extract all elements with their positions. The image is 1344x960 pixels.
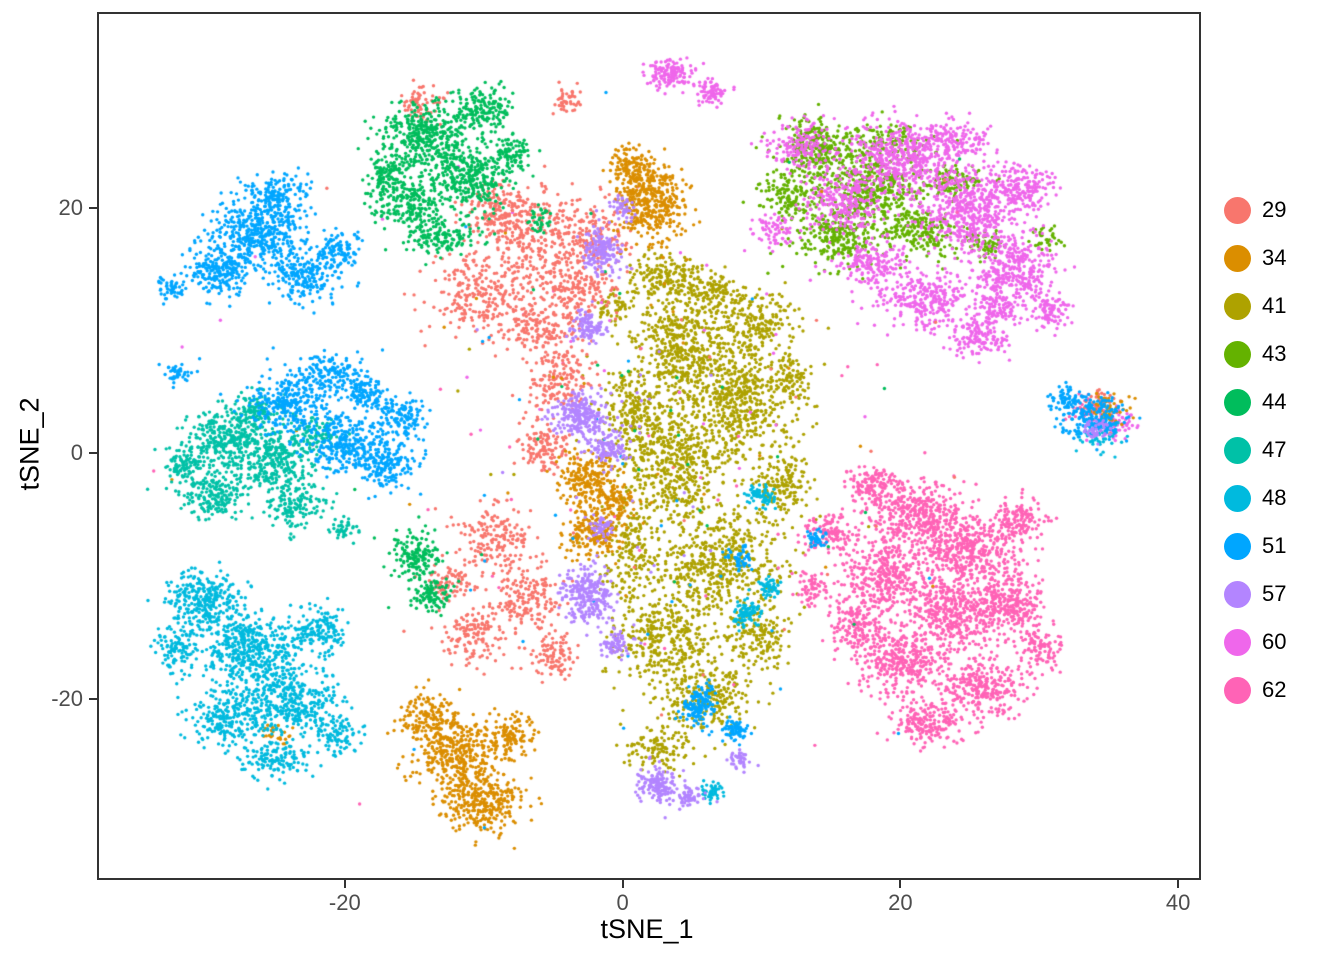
legend-item-41: 41 bbox=[1224, 292, 1286, 320]
legend-item-60: 60 bbox=[1224, 628, 1286, 656]
legend-item-34: 34 bbox=[1224, 244, 1286, 272]
y-tick-label: 20 bbox=[58, 194, 83, 220]
x-axis-title: tSNE_1 bbox=[600, 914, 694, 944]
legend-label: 41 bbox=[1262, 293, 1287, 318]
x-axis-tick bbox=[899, 880, 902, 888]
legend-label: 57 bbox=[1262, 581, 1287, 606]
legend-label: 44 bbox=[1262, 389, 1287, 414]
legend-label: 62 bbox=[1262, 677, 1287, 702]
x-axis-tick bbox=[343, 880, 346, 888]
y-tick-label: 0 bbox=[70, 440, 83, 466]
legend-label: 29 bbox=[1262, 197, 1287, 222]
y-axis-tick bbox=[89, 697, 97, 700]
x-axis-tick bbox=[1177, 880, 1180, 888]
legend-label: 48 bbox=[1262, 485, 1287, 510]
legend-swatch-icon bbox=[1224, 292, 1251, 320]
x-tick-label: 40 bbox=[1165, 890, 1191, 915]
legend-label: 60 bbox=[1262, 629, 1287, 654]
x-tick-label: 20 bbox=[888, 890, 913, 915]
legend-item-29: 29 bbox=[1224, 196, 1286, 224]
legend-item-47: 47 bbox=[1224, 436, 1286, 464]
legend-item-44: 44 bbox=[1224, 388, 1286, 416]
y-tick-label: -20 bbox=[51, 685, 83, 711]
legend-swatch-icon bbox=[1224, 436, 1251, 464]
scatter-canvas bbox=[99, 14, 1199, 878]
legend: 29 34 41 43 44 47 48 51 57 60 62 bbox=[1224, 196, 1286, 704]
legend-swatch-icon bbox=[1224, 244, 1251, 272]
x-axis-tick bbox=[621, 880, 624, 888]
legend-label: 43 bbox=[1262, 341, 1287, 366]
legend-swatch-icon bbox=[1224, 532, 1251, 560]
legend-label: 47 bbox=[1262, 437, 1287, 462]
legend-swatch-icon bbox=[1224, 340, 1251, 368]
x-tick-label: -20 bbox=[328, 890, 361, 915]
legend-item-57: 57 bbox=[1224, 580, 1286, 608]
legend-swatch-icon bbox=[1224, 676, 1251, 704]
legend-item-43: 43 bbox=[1224, 340, 1286, 368]
legend-label: 51 bbox=[1262, 533, 1287, 558]
legend-swatch-icon bbox=[1224, 388, 1251, 416]
legend-item-62: 62 bbox=[1224, 676, 1286, 704]
plot-panel bbox=[97, 12, 1201, 880]
y-axis-tick bbox=[89, 206, 97, 209]
legend-item-48: 48 bbox=[1224, 484, 1286, 512]
legend-swatch-icon bbox=[1224, 196, 1251, 224]
legend-swatch-icon bbox=[1224, 580, 1251, 608]
legend-swatch-icon bbox=[1224, 484, 1251, 512]
y-axis-tick bbox=[89, 452, 97, 455]
legend-item-51: 51 bbox=[1224, 532, 1286, 560]
legend-label: 34 bbox=[1262, 245, 1287, 270]
x-tick-label: 0 bbox=[616, 890, 629, 915]
legend-swatch-icon bbox=[1224, 628, 1251, 656]
